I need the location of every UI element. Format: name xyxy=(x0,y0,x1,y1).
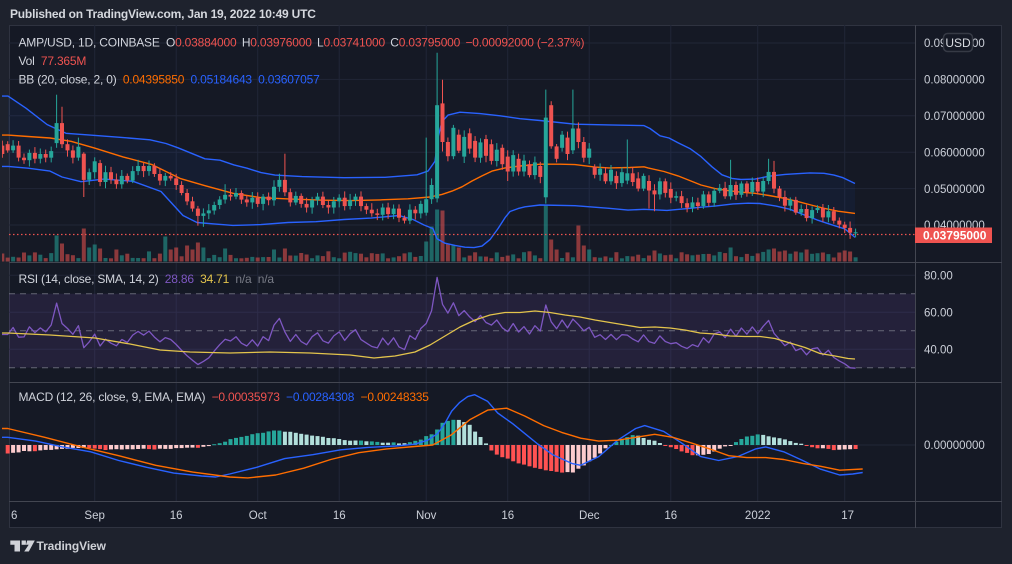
svg-text:MACD (12, 26, close, 9, EMA, E: MACD (12, 26, close, 9, EMA, EMA) −0.000… xyxy=(19,390,430,404)
svg-text:6: 6 xyxy=(11,510,17,522)
svg-text:60.00: 60.00 xyxy=(924,307,953,319)
svg-text:TradingView: TradingView xyxy=(37,539,107,553)
svg-text:Oct: Oct xyxy=(249,510,268,522)
svg-text:Dec: Dec xyxy=(579,510,600,522)
svg-text:Vol 77.365M: Vol 77.365M xyxy=(19,54,87,68)
svg-text:0.08000000: 0.08000000 xyxy=(924,75,985,87)
svg-text:0.05000000: 0.05000000 xyxy=(924,184,985,196)
svg-text:Published on TradingView.com,: Published on TradingView.com, Jan 19, 20… xyxy=(10,7,316,21)
svg-text:0.03795000: 0.03795000 xyxy=(923,229,987,243)
svg-text:16: 16 xyxy=(501,510,514,522)
svg-text:BB (20, close, 2, 0) 0.043958: BB (20, close, 2, 0) 0.04395850 0.051846… xyxy=(19,73,321,87)
svg-text:RSI (14, close, SMA, 14, 2) 2: RSI (14, close, SMA, 14, 2) 28.86 34.71 … xyxy=(19,272,275,286)
svg-text:2022: 2022 xyxy=(745,510,771,522)
svg-text:Nov: Nov xyxy=(416,510,437,522)
svg-text:0.07000000: 0.07000000 xyxy=(924,111,985,123)
svg-text:0.06000000: 0.06000000 xyxy=(924,147,985,159)
svg-text:AMP/USD, 1D, COINBASE O0.0388: AMP/USD, 1D, COINBASE O0.03884000 H0.039… xyxy=(19,36,585,50)
svg-text:16: 16 xyxy=(664,510,677,522)
svg-text:Sep: Sep xyxy=(84,510,104,522)
svg-text:40.00: 40.00 xyxy=(924,344,953,356)
svg-text:80.00: 80.00 xyxy=(924,270,953,282)
svg-text:16: 16 xyxy=(170,510,183,522)
svg-text:0.00000000: 0.00000000 xyxy=(924,440,985,452)
svg-text:16: 16 xyxy=(333,510,346,522)
svg-text:USD: USD xyxy=(945,36,971,50)
svg-text:17: 17 xyxy=(841,510,854,522)
